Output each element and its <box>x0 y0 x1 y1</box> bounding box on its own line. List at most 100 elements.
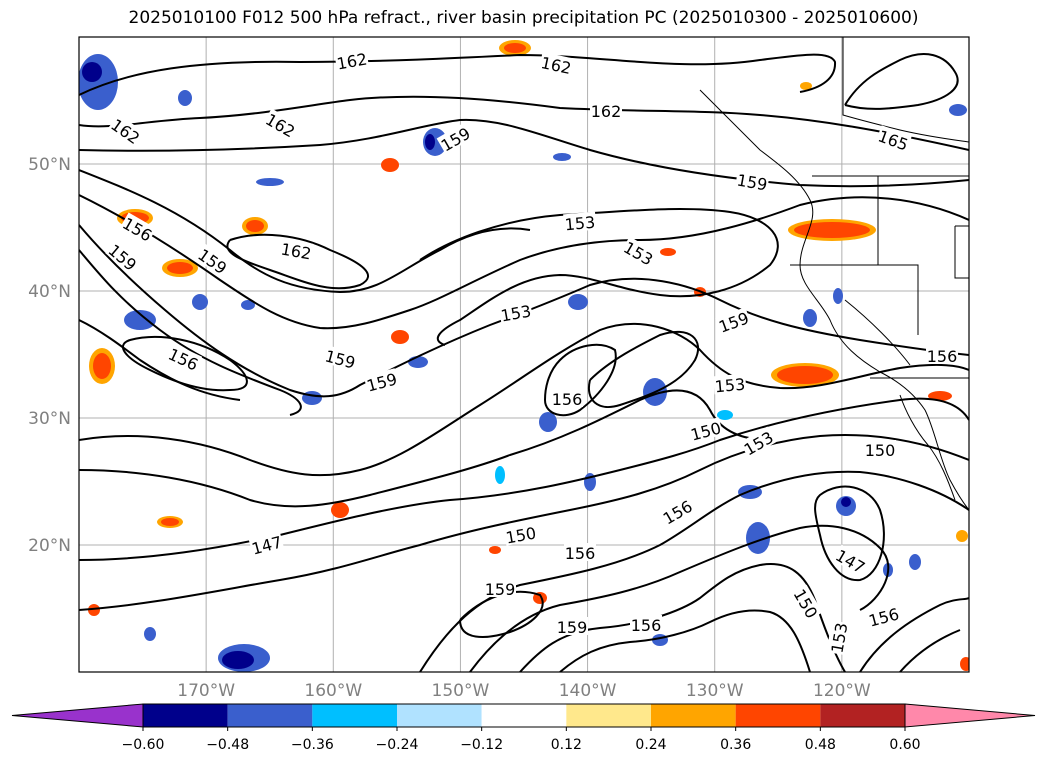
contour-label-bg <box>875 125 912 154</box>
contour-label-bg <box>563 211 597 233</box>
precip-patch <box>489 546 501 554</box>
contour-label-bg <box>322 345 359 371</box>
contour-line <box>844 53 959 110</box>
contour-label: 156 <box>565 544 596 563</box>
graticule <box>79 37 969 672</box>
contour-line <box>79 322 969 477</box>
contour-label-bg <box>826 620 850 655</box>
contour-label: 156 <box>927 347 958 366</box>
lon-tick-label: 130°W <box>686 681 744 701</box>
contour-label-bg <box>620 236 658 269</box>
contour-label-bg <box>105 239 142 274</box>
colorbar-segment <box>820 704 905 727</box>
contour-label-bg <box>107 113 145 147</box>
colorbar-tick-label: −0.36 <box>291 737 334 753</box>
lon-tick-label: 160°W <box>304 681 362 701</box>
contour-label-bg <box>687 417 724 443</box>
contour-line <box>79 389 771 508</box>
precip-patch <box>504 43 526 53</box>
contour-line <box>587 330 700 408</box>
precip-patch <box>539 412 557 432</box>
colorbar-segment <box>227 704 313 727</box>
contour-label: 150 <box>865 441 896 460</box>
border <box>844 299 911 366</box>
contour-label-bg <box>363 368 400 394</box>
precip-patch <box>841 497 851 507</box>
contour-label-bg <box>556 617 588 635</box>
figure-title: 2025010100 F012 500 hPa refract., river … <box>128 8 919 28</box>
lat-tick-label: 40°N <box>28 282 71 302</box>
precip-patch <box>246 220 264 232</box>
precip-patch <box>391 330 409 344</box>
border <box>790 264 919 335</box>
colorbar-tick-label: 0.36 <box>720 737 751 753</box>
contour-line <box>79 249 302 416</box>
colorbar-tick-label: 0.24 <box>635 737 666 753</box>
refractivity-contours <box>79 53 969 672</box>
contour-line <box>79 95 969 151</box>
coastlines <box>699 37 969 511</box>
contour-label-bg <box>864 440 896 458</box>
colorbar-segment <box>481 704 567 727</box>
precip-patch <box>717 410 733 420</box>
lon-tick-label: 170°W <box>177 681 235 701</box>
contour-line <box>899 629 961 672</box>
precip-patch <box>161 518 179 526</box>
colorbar-frame <box>142 703 906 728</box>
contour-line <box>79 118 969 188</box>
contour-label: 159 <box>557 618 588 637</box>
contour-line <box>79 224 969 398</box>
contour-label: 156 <box>552 390 583 409</box>
colorbar-segment <box>735 704 821 727</box>
coastline <box>699 89 969 511</box>
precip-patch <box>425 134 435 150</box>
precip-patch <box>124 310 156 330</box>
colorbar-tick-label: −0.48 <box>206 737 249 753</box>
contour-label-bg <box>735 169 770 193</box>
precip-patch <box>222 651 254 669</box>
precip-patch <box>909 554 921 570</box>
contour-label-bg <box>551 389 583 407</box>
colorbar-tick-label: −0.60 <box>122 737 165 753</box>
colorbar-segment <box>312 704 397 727</box>
precip-patch <box>331 502 349 518</box>
precip-patch <box>794 222 870 238</box>
contour-label-bg <box>630 615 662 633</box>
latitude-labels: 50°N 40°N 30°N 20°N <box>28 155 71 556</box>
contour-label-bg <box>279 238 314 262</box>
precip-patch <box>746 522 770 554</box>
contour-line <box>79 319 241 401</box>
contour-label-bg <box>498 300 533 324</box>
colorbar-segment <box>651 704 736 727</box>
contour-label-bg <box>658 495 696 528</box>
contour-line <box>469 524 890 672</box>
map-plot-area <box>79 37 969 672</box>
precip-patch <box>256 178 284 186</box>
contour-label-bg <box>832 544 870 577</box>
colorbar-extend-min <box>11 703 144 728</box>
contour-label-bg <box>926 346 958 364</box>
precip-patch <box>800 82 812 90</box>
colorbar-tick-label: 0.48 <box>805 737 836 753</box>
lon-tick-label: 140°W <box>559 681 617 701</box>
precip-patch <box>553 153 571 161</box>
precip-patch <box>495 466 505 484</box>
contour-label-bg <box>194 243 232 277</box>
precip-patch <box>803 309 817 327</box>
contour-label-bg <box>165 343 203 374</box>
precip-patch <box>144 627 156 641</box>
colorbar-tick-label: −0.24 <box>376 737 419 753</box>
contour-line <box>79 194 969 330</box>
contour-label-bg <box>334 48 369 72</box>
contour-label-bg <box>119 212 157 245</box>
lat-tick-label: 30°N <box>28 409 71 429</box>
contour-label-bg <box>739 426 777 459</box>
border <box>954 225 969 279</box>
contour-label: 153 <box>714 375 746 397</box>
contour-line <box>122 335 248 392</box>
precip-patch <box>833 288 843 304</box>
contour-line <box>559 609 811 672</box>
contour-line <box>859 597 969 672</box>
